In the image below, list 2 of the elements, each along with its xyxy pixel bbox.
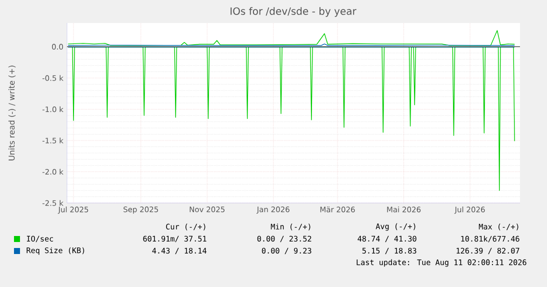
y-axis-title: Units read (-) / write (+) (8, 66, 16, 160)
chart-title: IOs for /dev/sde - by year (230, 7, 356, 17)
